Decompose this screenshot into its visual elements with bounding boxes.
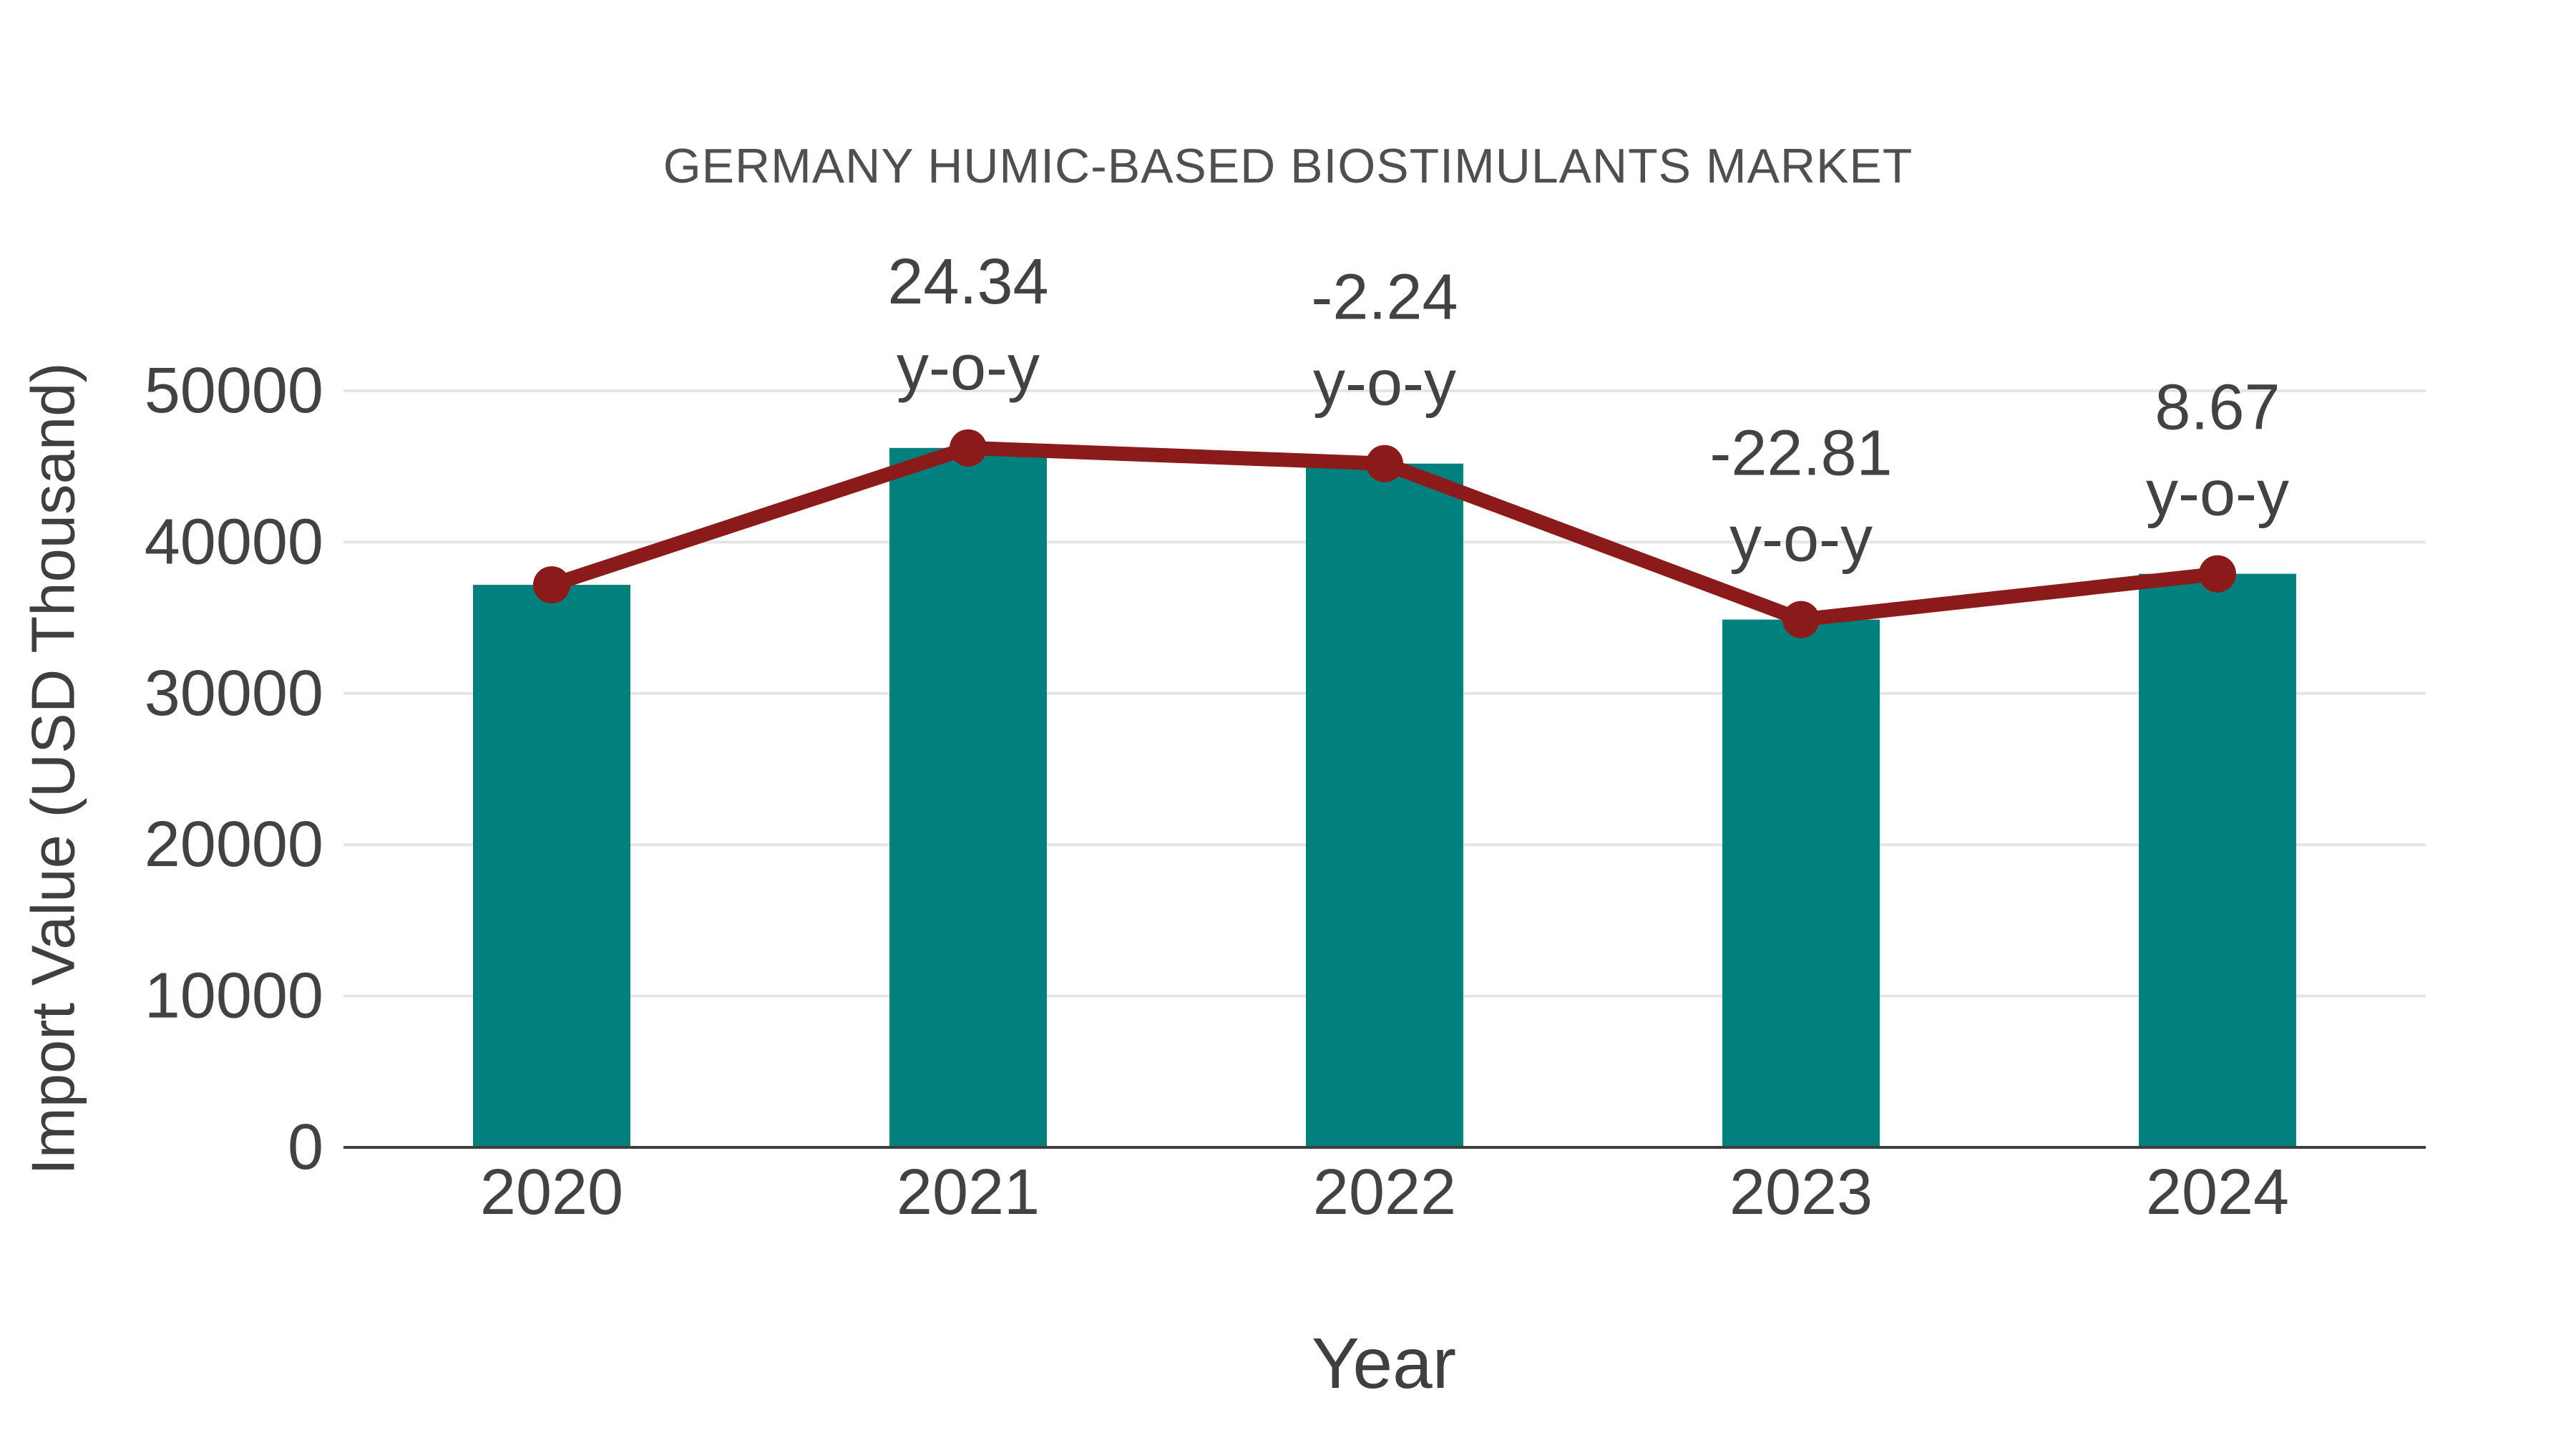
bar-2024 xyxy=(2139,573,2296,1147)
tick-labels: 0 10000 20000 30000 40000 50000 2020 2021 2022 20… xyxy=(145,355,2289,1228)
bar-2022 xyxy=(1306,463,1463,1147)
bar-2020 xyxy=(473,585,630,1147)
yoy-suffix-label-2021: y-o-y xyxy=(897,332,1040,404)
y-axis-title: Import Value (USD Thousand) xyxy=(20,362,88,1175)
yoy-marker-2022 xyxy=(1366,444,1403,482)
bar-2021 xyxy=(889,447,1047,1147)
bar-2023 xyxy=(1722,619,1880,1147)
x-tick-label-2022: 2022 xyxy=(1313,1157,1456,1228)
yoy-line xyxy=(533,429,2236,638)
y-tick-label-40000: 40000 xyxy=(145,506,323,578)
y-tick-label-10000: 10000 xyxy=(145,961,323,1032)
x-tick-label-2020: 2020 xyxy=(480,1157,623,1228)
y-tick-label-0: 0 xyxy=(288,1112,323,1183)
yoy-value-label-2024: 8.67 xyxy=(2155,372,2280,444)
yoy-value-label-2022: -2.24 xyxy=(1311,262,1458,334)
yoy-value-label-2021: 24.34 xyxy=(887,246,1048,318)
yoy-marker-2024 xyxy=(2199,555,2236,593)
yoy-suffix-label-2022: y-o-y xyxy=(1313,348,1456,419)
yoy-suffix-label-2024: y-o-y xyxy=(2146,458,2289,530)
yoy-marker-2021 xyxy=(950,429,987,467)
yoy-marker-2023 xyxy=(1782,601,1820,638)
x-tick-label-2021: 2021 xyxy=(897,1157,1040,1228)
yoy-suffix-label-2023: y-o-y xyxy=(1729,504,1873,575)
x-tick-label-2024: 2024 xyxy=(2146,1157,2289,1228)
yoy-marker-2020 xyxy=(533,566,570,604)
x-tick-label-2023: 2023 xyxy=(1729,1157,1873,1228)
bars xyxy=(473,447,2296,1147)
y-tick-label-50000: 50000 xyxy=(145,355,323,427)
y-tick-label-30000: 30000 xyxy=(145,658,323,729)
x-axis-title: Year xyxy=(1312,1323,1456,1404)
data-labels: 24.34 y-o-y -2.24 y-o-y -22.81 y-o-y 8.67 y-o-y xyxy=(887,246,2289,575)
yoy-value-label-2023: -22.81 xyxy=(1709,418,1892,490)
chart-title: GERMANY HUMIC-BASED BIOSTIMULANTS MARKET xyxy=(663,139,1913,193)
y-tick-label-20000: 20000 xyxy=(145,809,323,880)
